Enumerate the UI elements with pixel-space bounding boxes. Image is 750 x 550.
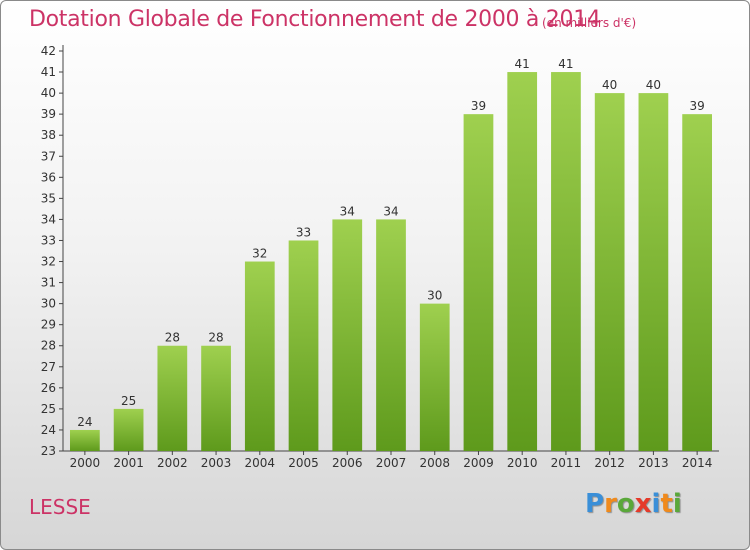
data-label: 39 bbox=[471, 99, 486, 113]
x-tick-label: 2012 bbox=[594, 456, 625, 470]
chart-title: Dotation Globale de Fonctionnement de 20… bbox=[29, 7, 601, 32]
x-tick-label: 2003 bbox=[201, 456, 232, 470]
logo-letter: i bbox=[651, 489, 661, 519]
y-tick-label: 26 bbox=[41, 381, 56, 395]
bar[interactable] bbox=[419, 303, 450, 451]
bar[interactable] bbox=[288, 240, 319, 451]
data-label: 39 bbox=[689, 99, 704, 113]
bar[interactable] bbox=[376, 219, 406, 451]
bar[interactable] bbox=[113, 408, 144, 451]
y-tick-label: 36 bbox=[41, 170, 56, 184]
bar[interactable] bbox=[594, 93, 625, 452]
x-tick-label: 2006 bbox=[332, 456, 363, 470]
data-label: 40 bbox=[646, 78, 661, 92]
x-tick-label: 2007 bbox=[376, 456, 407, 470]
x-tick-label: 2013 bbox=[638, 456, 669, 470]
y-tick-label: 28 bbox=[41, 339, 56, 353]
x-tick-label: 2014 bbox=[682, 456, 713, 470]
y-tick-label: 24 bbox=[41, 423, 56, 437]
data-label: 28 bbox=[208, 331, 223, 345]
bar[interactable] bbox=[69, 429, 100, 451]
bar[interactable] bbox=[682, 114, 713, 451]
logo-letter: o bbox=[616, 489, 635, 519]
y-tick-label: 42 bbox=[41, 44, 56, 58]
bar[interactable] bbox=[638, 93, 669, 452]
data-label: 30 bbox=[427, 289, 442, 303]
y-tick-label: 30 bbox=[41, 297, 56, 311]
data-label: 24 bbox=[77, 415, 92, 429]
bar[interactable] bbox=[507, 72, 538, 451]
y-tick-label: 29 bbox=[41, 318, 56, 332]
x-tick-label: 2005 bbox=[288, 456, 319, 470]
data-label: 28 bbox=[165, 331, 180, 345]
commune-name: LESSE bbox=[29, 495, 91, 519]
x-tick-label: 2009 bbox=[463, 456, 494, 470]
y-tick-label: 25 bbox=[41, 402, 56, 416]
logo-letter: t bbox=[660, 489, 673, 519]
data-label: 41 bbox=[558, 57, 573, 71]
bar[interactable] bbox=[332, 219, 363, 451]
proxiti-logo[interactable]: Proxiti bbox=[585, 489, 682, 519]
x-tick-label: 2002 bbox=[157, 456, 188, 470]
data-label: 34 bbox=[383, 204, 398, 218]
chart-subtitle: (en milliers d'€) bbox=[542, 16, 637, 30]
data-label: 32 bbox=[252, 247, 267, 261]
x-tick-label: 2011 bbox=[551, 456, 582, 470]
logo-letter: r bbox=[604, 489, 617, 519]
bars: 24 25 28 28 32 33 34 34 30 39 41 41 40 40 39 bbox=[69, 57, 713, 452]
y-tick-label: 40 bbox=[41, 86, 56, 100]
y-tick-label: 33 bbox=[41, 233, 56, 247]
x-tick-label: 2004 bbox=[245, 456, 276, 470]
y-tick-label: 34 bbox=[41, 212, 56, 226]
y-tick-label: 31 bbox=[41, 276, 56, 290]
data-label: 25 bbox=[121, 394, 136, 408]
data-label: 41 bbox=[515, 57, 530, 71]
data-label: 34 bbox=[340, 204, 355, 218]
data-label: 33 bbox=[296, 225, 311, 239]
bar[interactable] bbox=[551, 72, 581, 451]
y-tick-label: 38 bbox=[41, 128, 56, 142]
logo-letter: P bbox=[585, 489, 605, 519]
x-tick-label: 2001 bbox=[113, 456, 144, 470]
data-label: 40 bbox=[602, 78, 617, 92]
y-tick-label: 23 bbox=[41, 444, 56, 458]
bar[interactable] bbox=[157, 345, 188, 451]
y-tick-label: 37 bbox=[41, 149, 56, 163]
bar[interactable] bbox=[201, 345, 231, 451]
logo-letter: x bbox=[634, 489, 652, 519]
bar[interactable] bbox=[463, 114, 494, 451]
axes: 23 24 25 26 27 28 29 30 31 32 33 34 35 36 37 38 39 40 41 42… bbox=[41, 44, 719, 470]
x-tick-label: 2000 bbox=[70, 456, 101, 470]
y-tick-label: 41 bbox=[41, 65, 56, 79]
y-tick-label: 35 bbox=[41, 191, 56, 205]
bar[interactable] bbox=[244, 261, 275, 451]
y-tick-label: 39 bbox=[41, 107, 56, 121]
y-tick-label: 27 bbox=[41, 360, 56, 374]
x-tick-label: 2010 bbox=[507, 456, 538, 470]
y-tick-label: 32 bbox=[41, 255, 56, 269]
logo-letter: i bbox=[672, 489, 682, 519]
x-tick-label: 2008 bbox=[419, 456, 450, 470]
